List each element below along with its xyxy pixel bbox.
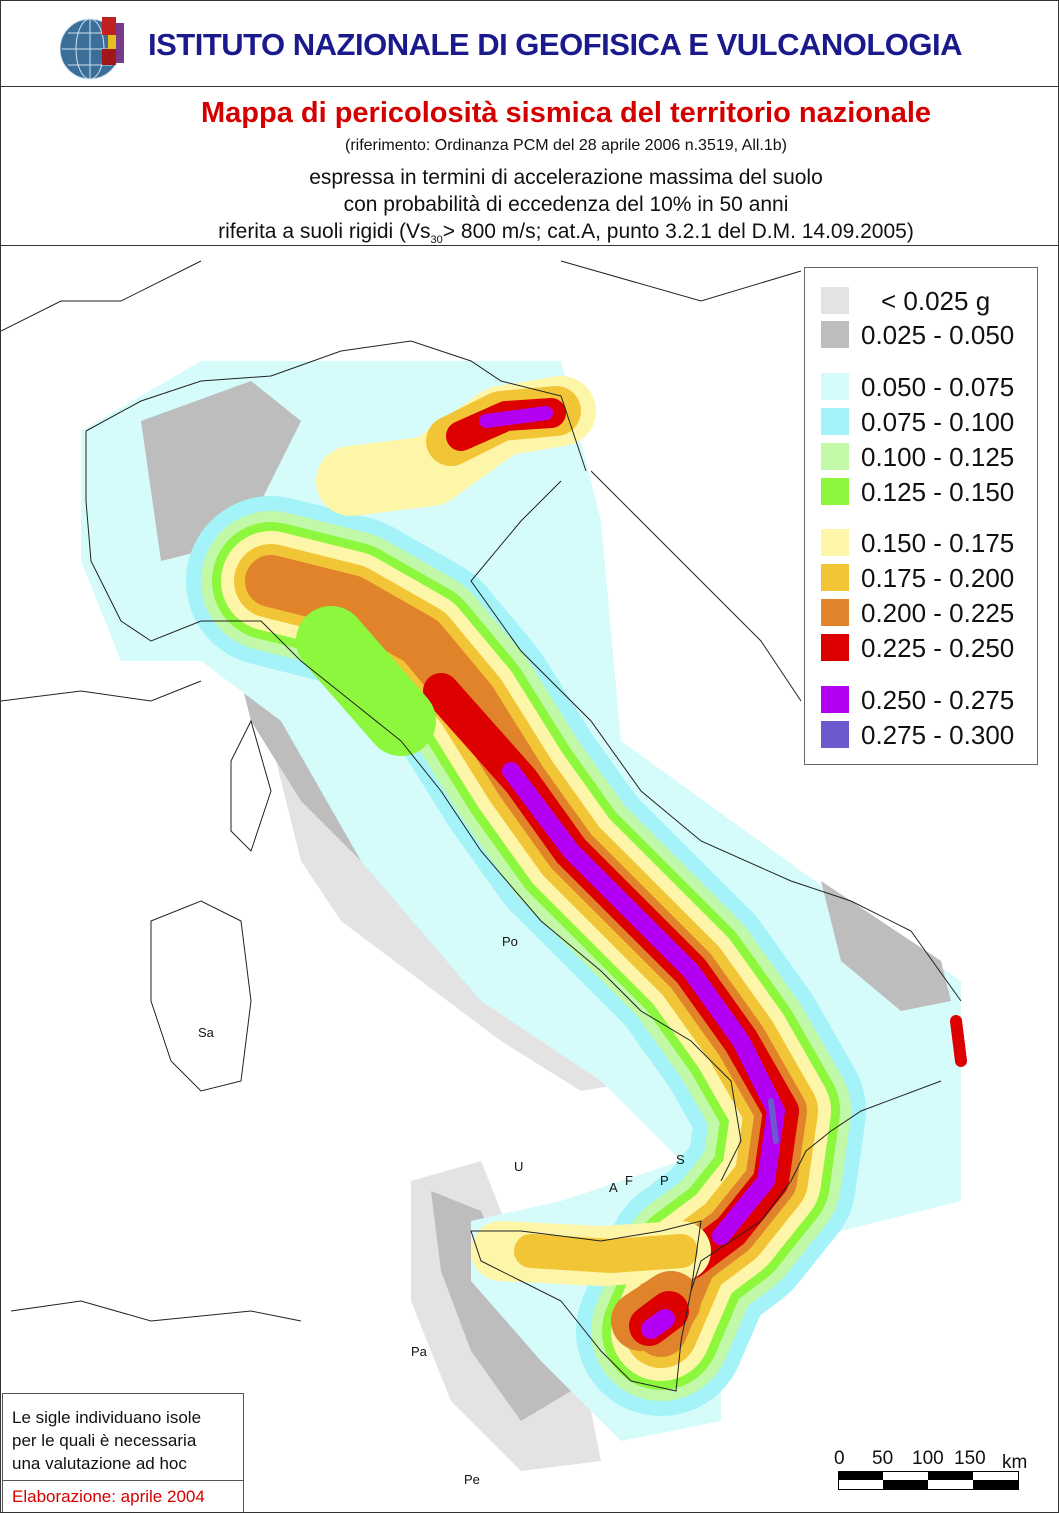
desc-line3: riferita a suoli rigidi (Vs30> 800 m/s; … bbox=[218, 220, 914, 247]
map-description: espressa in termini di accelerazione mas… bbox=[141, 164, 991, 254]
island-label: F bbox=[625, 1173, 633, 1188]
ingv-logo bbox=[59, 17, 124, 80]
elaboration-date: Elaborazione: aprile 2004 bbox=[3, 1480, 243, 1507]
scale-unit: km bbox=[1002, 1452, 1028, 1473]
note-line: per le quali è necessaria bbox=[12, 1431, 197, 1450]
legend-swatch bbox=[821, 478, 849, 505]
title-block: Mappa di pericolosità sismica del territ… bbox=[1, 87, 1058, 246]
legend-item: 0.225 - 0.250 bbox=[821, 633, 1031, 663]
island-label: Pe bbox=[464, 1472, 480, 1487]
italy-hazard-map bbox=[1, 260, 967, 1471]
map-title: Mappa di pericolosità sismica del territ… bbox=[200, 97, 932, 129]
scale-label: 150 bbox=[954, 1448, 986, 1469]
legend: < 0.025 g 0.025 - 0.050 0.050 - 0.075 0.… bbox=[804, 267, 1038, 765]
legend-swatch bbox=[821, 373, 849, 400]
note-line: Le sigle individuano isole bbox=[12, 1408, 202, 1427]
legend-swatch bbox=[821, 564, 849, 591]
island-label: A bbox=[609, 1180, 618, 1195]
legend-item: 0.125 - 0.150 bbox=[821, 477, 1031, 507]
note-line: una valutazione ad hoc bbox=[12, 1454, 187, 1473]
legend-swatch bbox=[821, 287, 849, 314]
island-label: U bbox=[514, 1159, 524, 1174]
legend-swatch bbox=[821, 321, 849, 348]
legend-item: 0.200 - 0.225 bbox=[821, 598, 1031, 628]
island-label: Po bbox=[502, 934, 518, 949]
scale-label: 100 bbox=[912, 1448, 944, 1469]
scale-label: 0 bbox=[834, 1448, 845, 1469]
island-label: Sa bbox=[198, 1025, 214, 1040]
legend-item: 0.050 - 0.075 bbox=[821, 372, 1031, 402]
legend-swatch bbox=[821, 634, 849, 661]
island-label: S bbox=[676, 1152, 685, 1167]
legend-item: 0.150 - 0.175 bbox=[821, 528, 1031, 558]
legend-item: < 0.025 g bbox=[821, 286, 1031, 316]
legend-item: 0.075 - 0.100 bbox=[821, 407, 1031, 437]
island-label: Pa bbox=[411, 1344, 427, 1359]
legend-item: 0.025 - 0.050 bbox=[821, 320, 1031, 350]
desc-line2: con probabilità di eccedenza del 10% in … bbox=[343, 193, 789, 216]
legend-swatch bbox=[821, 408, 849, 435]
scale-bar-graphic bbox=[838, 1471, 1019, 1490]
institute-name: ISTITUTO NAZIONALE DI GEOFISICA E VULCAN… bbox=[148, 27, 963, 62]
legend-swatch bbox=[821, 721, 849, 748]
legend-item: 0.275 - 0.300 bbox=[821, 720, 1031, 750]
header: ISTITUTO NAZIONALE DI GEOFISICA E VULCAN… bbox=[1, 1, 1058, 87]
scale-label: 50 bbox=[872, 1448, 894, 1469]
legend-swatch bbox=[821, 529, 849, 556]
legend-swatch bbox=[821, 443, 849, 470]
islands-note: Le sigle individuano isole per le quali … bbox=[2, 1393, 244, 1512]
map-reference: (riferimento: Ordinanza PCM del 28 april… bbox=[344, 137, 787, 154]
legend-swatch bbox=[821, 686, 849, 713]
legend-item: 0.175 - 0.200 bbox=[821, 563, 1031, 593]
legend-item: 0.100 - 0.125 bbox=[821, 442, 1031, 472]
legend-item: 0.250 - 0.275 bbox=[821, 685, 1031, 715]
island-label: P bbox=[660, 1173, 669, 1188]
legend-swatch bbox=[821, 599, 849, 626]
desc-line1: espressa in termini di accelerazione mas… bbox=[309, 166, 823, 189]
